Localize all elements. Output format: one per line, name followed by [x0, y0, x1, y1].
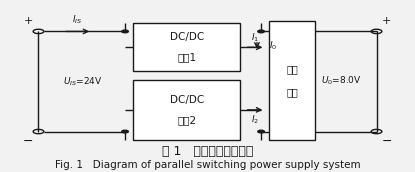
Text: 图 1   并联供电系统框图: 图 1 并联供电系统框图: [162, 145, 253, 158]
Text: 电阻: 电阻: [286, 87, 298, 97]
Text: Fig. 1   Diagram of parallel switching power supply system: Fig. 1 Diagram of parallel switching pow…: [55, 160, 360, 170]
Text: +: +: [382, 16, 391, 26]
Text: 模块2: 模块2: [177, 115, 196, 125]
Circle shape: [122, 30, 128, 33]
Bar: [133, 80, 240, 140]
Text: $U_{IS}$=24V: $U_{IS}$=24V: [63, 75, 103, 88]
Circle shape: [258, 130, 264, 133]
Text: −: −: [381, 135, 392, 148]
Text: $U_0$=8.0V: $U_0$=8.0V: [321, 74, 361, 87]
Text: $I_{IS}$: $I_{IS}$: [73, 13, 83, 26]
Text: −: −: [23, 135, 34, 148]
Text: +: +: [24, 16, 33, 26]
Text: DC/DC: DC/DC: [170, 32, 204, 42]
Bar: [133, 23, 240, 72]
Circle shape: [258, 30, 264, 33]
Text: $I_2$: $I_2$: [251, 114, 259, 126]
Text: $I_1$: $I_1$: [251, 31, 259, 44]
Text: 负载: 负载: [286, 64, 298, 74]
Text: DC/DC: DC/DC: [170, 95, 204, 105]
Text: 模块1: 模块1: [177, 52, 196, 62]
Circle shape: [122, 130, 128, 133]
Text: $I_0$: $I_0$: [269, 39, 278, 52]
Bar: [269, 21, 315, 140]
